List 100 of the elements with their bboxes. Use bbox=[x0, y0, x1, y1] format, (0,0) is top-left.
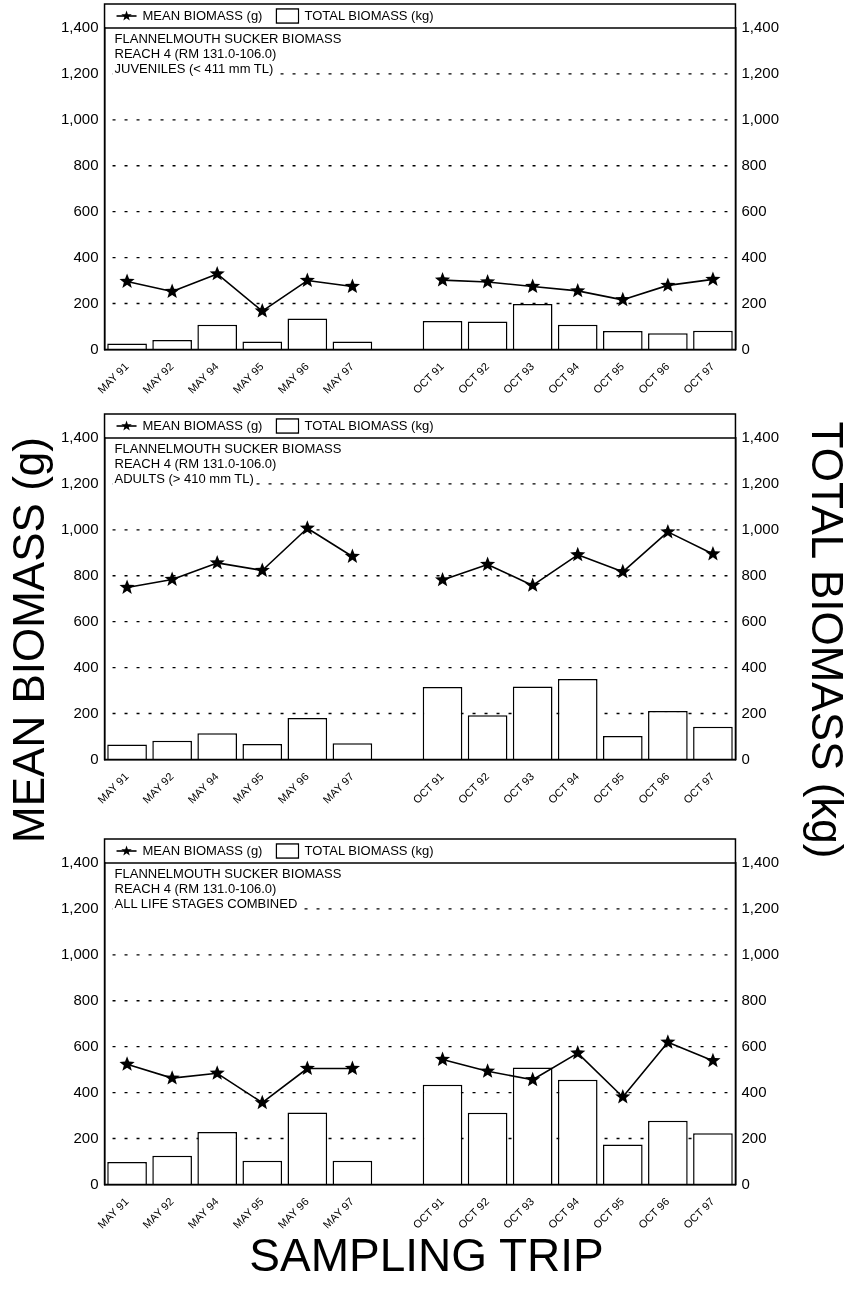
annotation: JUVENILES (< 411 mm TL) bbox=[114, 61, 274, 77]
y2-tick-label: 200 bbox=[741, 1128, 767, 1146]
y2-tick-label: 800 bbox=[741, 565, 767, 583]
y-tick-label: 200 bbox=[73, 1128, 99, 1146]
y2-tick-label: 600 bbox=[741, 1036, 767, 1054]
point bbox=[705, 1052, 721, 1068]
y-tick-label: 400 bbox=[73, 1082, 99, 1100]
y-tick-label: 400 bbox=[73, 247, 99, 265]
y-tick-label: 800 bbox=[73, 990, 99, 1008]
point bbox=[254, 1094, 270, 1110]
y-tick-label: 1,400 bbox=[60, 428, 99, 446]
chart-title: FLANNELMOUTH SUCKER BIOMASS bbox=[114, 866, 342, 882]
point bbox=[209, 554, 225, 570]
point bbox=[660, 277, 676, 292]
point bbox=[164, 1070, 180, 1085]
point bbox=[705, 545, 721, 561]
y-axis-title: MEAN BIOMASS (g) bbox=[4, 437, 54, 843]
point bbox=[615, 1088, 631, 1104]
point bbox=[570, 1045, 586, 1060]
point bbox=[209, 265, 225, 281]
y-tick-label: 600 bbox=[73, 1036, 99, 1054]
y2-tick-label: 800 bbox=[741, 155, 767, 173]
point bbox=[434, 1051, 451, 1067]
y2-tick-label: 400 bbox=[741, 247, 767, 265]
legend-label: TOTAL BIOMASS (kg) bbox=[304, 842, 434, 858]
point bbox=[119, 273, 135, 288]
point bbox=[660, 1034, 676, 1049]
annotation: ADULTS (> 410 mm TL) bbox=[114, 471, 254, 487]
y2-tick-label: 600 bbox=[741, 611, 767, 629]
y2-tick-label: 1,000 bbox=[741, 944, 780, 962]
y-tick-label: 600 bbox=[73, 201, 99, 219]
point bbox=[615, 563, 631, 579]
y2-tick-label: 600 bbox=[741, 201, 767, 219]
y-tick-label: 1,200 bbox=[60, 474, 99, 492]
point bbox=[525, 278, 541, 293]
point bbox=[119, 579, 135, 594]
point bbox=[299, 1060, 315, 1075]
point bbox=[254, 562, 270, 577]
point bbox=[660, 523, 676, 539]
point bbox=[479, 556, 496, 571]
point bbox=[344, 548, 361, 563]
y2-axis-title: TOTAL BIOMASS (kg) bbox=[802, 421, 852, 859]
legend-label: MEAN BIOMASS (g) bbox=[142, 842, 263, 858]
y-tick-label: 0 bbox=[90, 749, 99, 767]
point bbox=[209, 1065, 225, 1080]
y2-tick-label: 0 bbox=[741, 749, 750, 767]
y-tick-label: 200 bbox=[73, 293, 99, 311]
y-tick-label: 400 bbox=[73, 657, 99, 675]
y2-tick-label: 1,000 bbox=[741, 109, 780, 127]
point bbox=[299, 520, 315, 535]
point bbox=[525, 577, 541, 592]
y2-tick-label: 1,200 bbox=[741, 64, 780, 82]
y-tick-label: 1,000 bbox=[60, 944, 99, 962]
y2-tick-label: 1,200 bbox=[741, 899, 780, 917]
point bbox=[164, 571, 180, 586]
y2-tick-label: 1,200 bbox=[741, 474, 780, 492]
y2-tick-label: 200 bbox=[741, 293, 767, 311]
y2-tick-label: 1,400 bbox=[741, 428, 780, 446]
legend-label: MEAN BIOMASS (g) bbox=[142, 417, 263, 433]
text: REACH 4 (RM 131.0-106.0) bbox=[114, 456, 277, 472]
y-tick-label: 800 bbox=[73, 565, 99, 583]
point bbox=[119, 1056, 135, 1071]
x-axis-title: SAMPLING TRIP bbox=[249, 1229, 604, 1281]
point bbox=[570, 546, 586, 562]
point bbox=[705, 271, 721, 286]
point bbox=[479, 1063, 496, 1078]
y2-tick-label: 1,000 bbox=[741, 519, 780, 537]
point bbox=[615, 291, 631, 307]
legend-label: TOTAL BIOMASS (kg) bbox=[304, 417, 434, 433]
chart-title: FLANNELMOUTH SUCKER BIOMASS bbox=[114, 441, 342, 457]
y-tick-label: 1,400 bbox=[60, 853, 99, 871]
y-tick-label: 0 bbox=[90, 339, 99, 357]
point bbox=[479, 273, 496, 289]
legend-label: MEAN BIOMASS (g) bbox=[142, 7, 263, 23]
y-tick-label: 1,200 bbox=[60, 899, 99, 917]
y-tick-label: 1,400 bbox=[60, 18, 99, 36]
y-tick-label: 1,200 bbox=[60, 64, 99, 82]
y2-tick-label: 0 bbox=[741, 1174, 750, 1192]
y2-tick-label: 400 bbox=[741, 657, 767, 675]
y-tick-label: 800 bbox=[73, 155, 99, 173]
y2-tick-label: 800 bbox=[741, 990, 767, 1008]
y-tick-label: 0 bbox=[90, 1174, 99, 1192]
point bbox=[344, 1060, 361, 1075]
point bbox=[434, 272, 451, 287]
point bbox=[570, 282, 586, 298]
y-tick-label: 200 bbox=[73, 703, 99, 721]
y2-tick-label: 0 bbox=[741, 339, 750, 357]
point bbox=[254, 303, 270, 318]
y2-tick-label: 200 bbox=[741, 703, 767, 721]
y-tick-label: 1,000 bbox=[60, 109, 99, 127]
point bbox=[344, 278, 361, 293]
text: REACH 4 (RM 131.0-106.0) bbox=[114, 46, 277, 62]
point bbox=[525, 1071, 541, 1087]
y2-tick-label: 1,400 bbox=[741, 18, 780, 36]
legend-label: TOTAL BIOMASS (kg) bbox=[304, 7, 434, 23]
annotation: ALL LIFE STAGES COMBINED bbox=[114, 896, 298, 912]
point bbox=[299, 272, 315, 288]
chart-title: FLANNELMOUTH SUCKER BIOMASS bbox=[114, 31, 342, 47]
y2-tick-label: 400 bbox=[741, 1082, 767, 1100]
text: REACH 4 (RM 131.0-106.0) bbox=[114, 881, 277, 897]
